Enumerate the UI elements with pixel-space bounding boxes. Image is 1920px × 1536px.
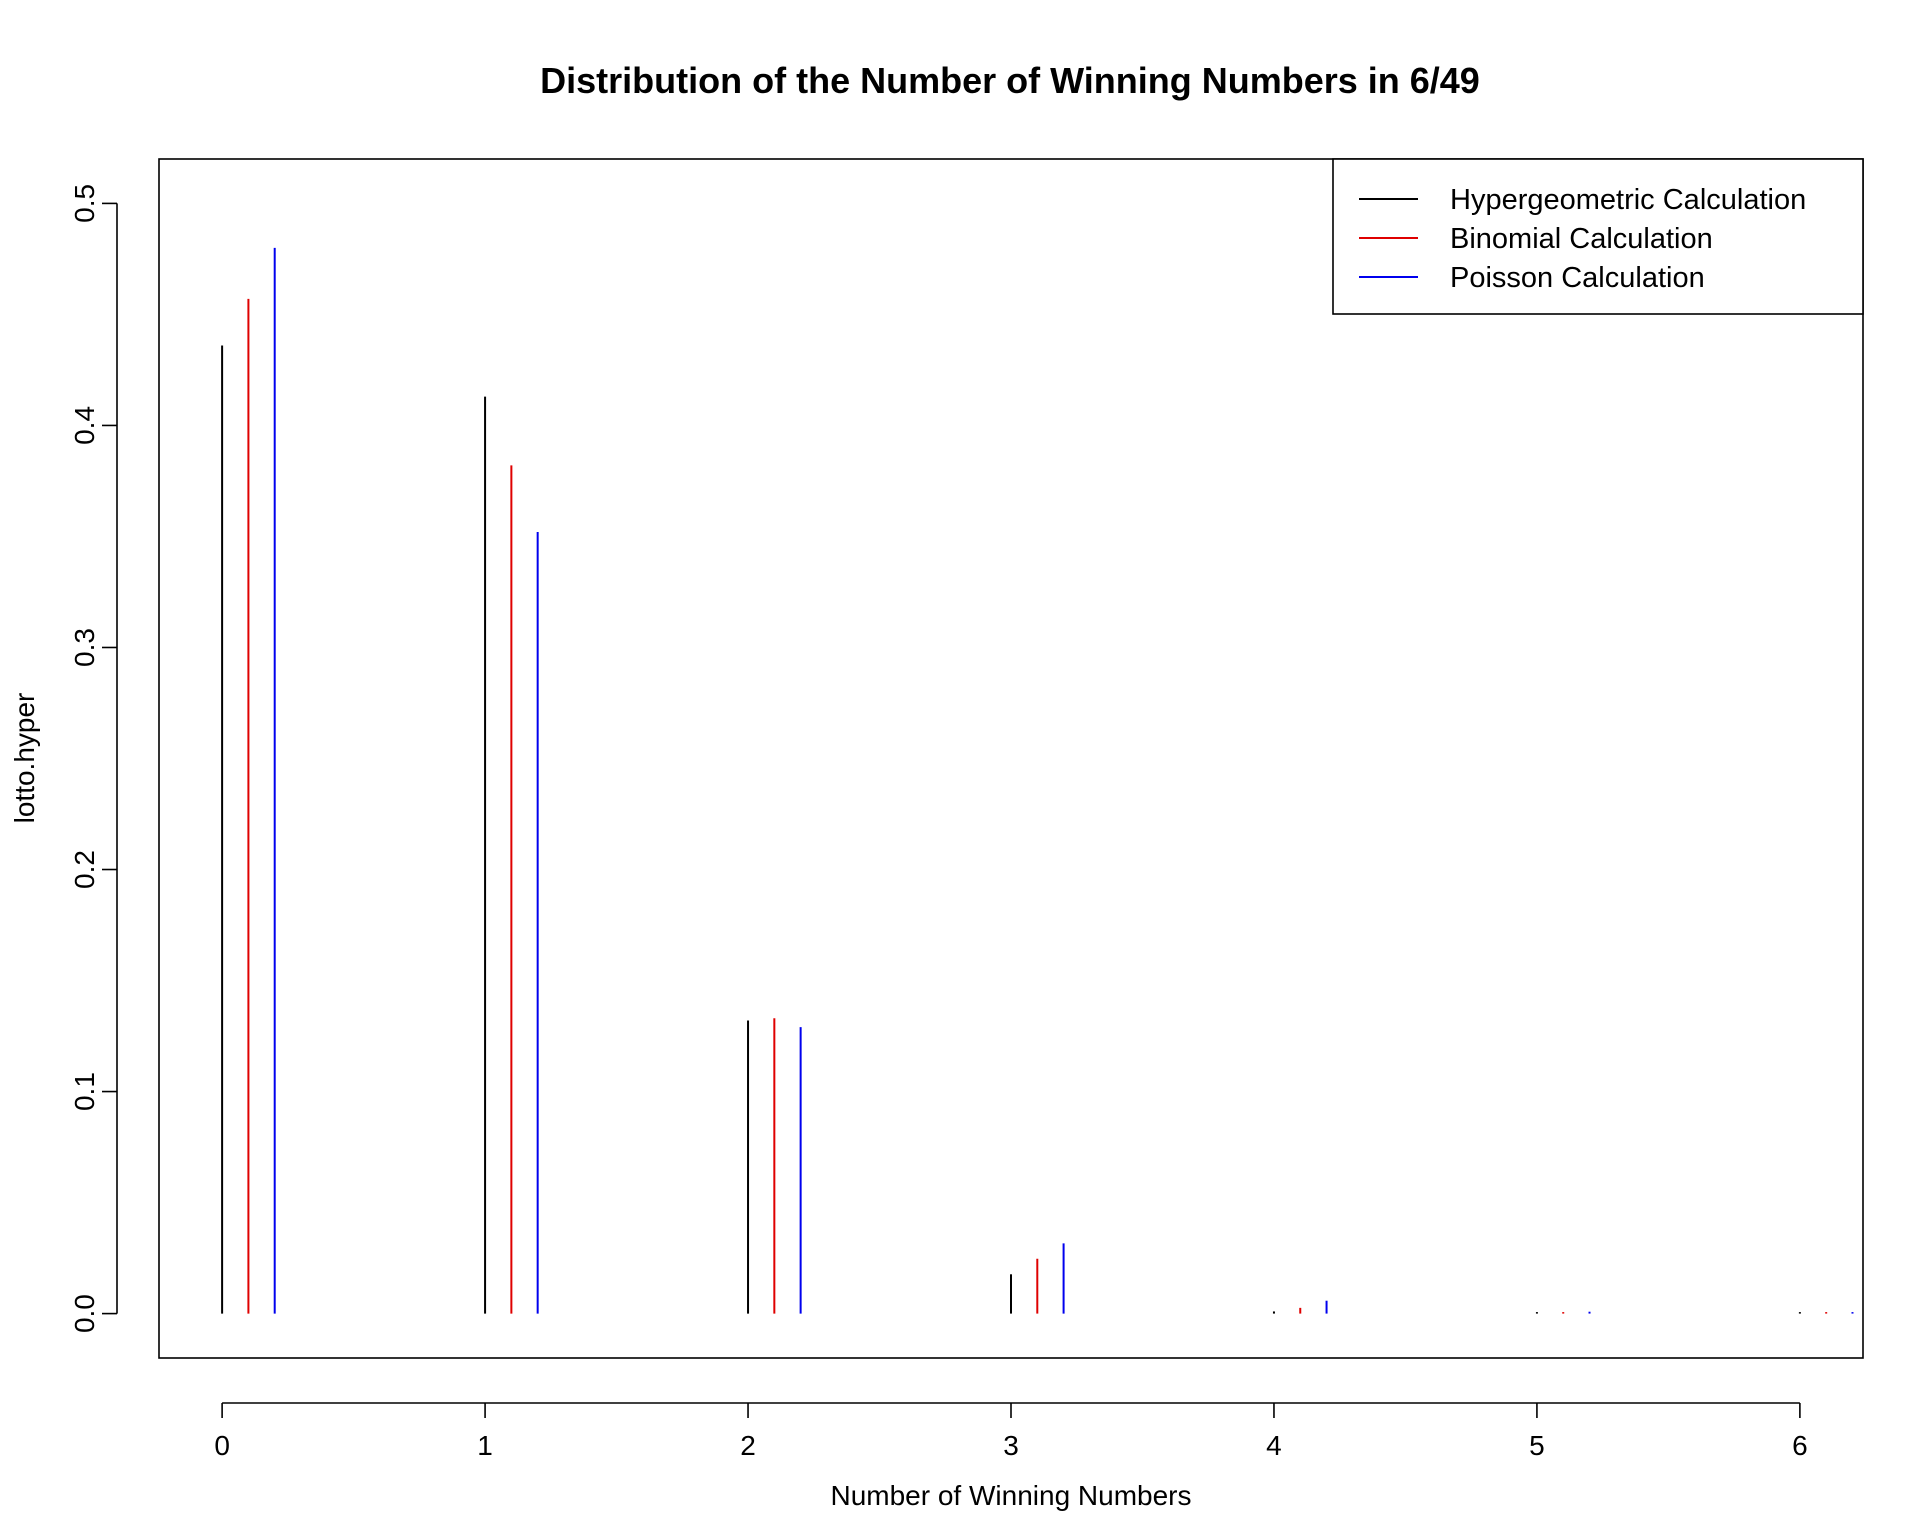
y-tick-label-3: 0.3	[69, 628, 100, 667]
y-tick-label-2: 0.2	[69, 850, 100, 889]
x-tick-label-4: 4	[1266, 1430, 1282, 1461]
y-axis-label: lotto.hyper	[9, 693, 40, 824]
x-tick-label-3: 3	[1003, 1430, 1019, 1461]
legend: Hypergeometric Calculation Binomial Calcu…	[1332, 158, 1864, 315]
x-axis: 0 1 2 3 4 5 6	[214, 1402, 1808, 1461]
x-tick-label-1: 1	[477, 1430, 493, 1461]
y-tick-label-4: 0.4	[69, 406, 100, 445]
x-tick-label-2: 2	[740, 1430, 756, 1461]
x-tick-label-0: 0	[214, 1430, 230, 1461]
legend-label-2: Poisson Calculation	[1450, 262, 1705, 294]
y-tick-label-1: 0.1	[69, 1072, 100, 1111]
chart-title: Distribution of the Number of Winning Nu…	[540, 60, 1480, 101]
y-tick-label-0: 0.0	[69, 1294, 100, 1333]
plot-frame	[158, 158, 1864, 1359]
y-axis: 0.0 0.1 0.2 0.3 0.4 0.5	[69, 184, 118, 1333]
legend-frame	[1332, 158, 1864, 315]
x-tick-label-5: 5	[1529, 1430, 1545, 1461]
bars	[221, 247, 1854, 1314]
x-axis-label: Number of Winning Numbers	[830, 1480, 1191, 1511]
legend-label-1: Binomial Calculation	[1450, 223, 1713, 255]
y-tick-label-5: 0.5	[69, 184, 100, 223]
x-tick-label-6: 6	[1792, 1430, 1808, 1461]
legend-label-0: Hypergeometric Calculation	[1450, 184, 1806, 216]
